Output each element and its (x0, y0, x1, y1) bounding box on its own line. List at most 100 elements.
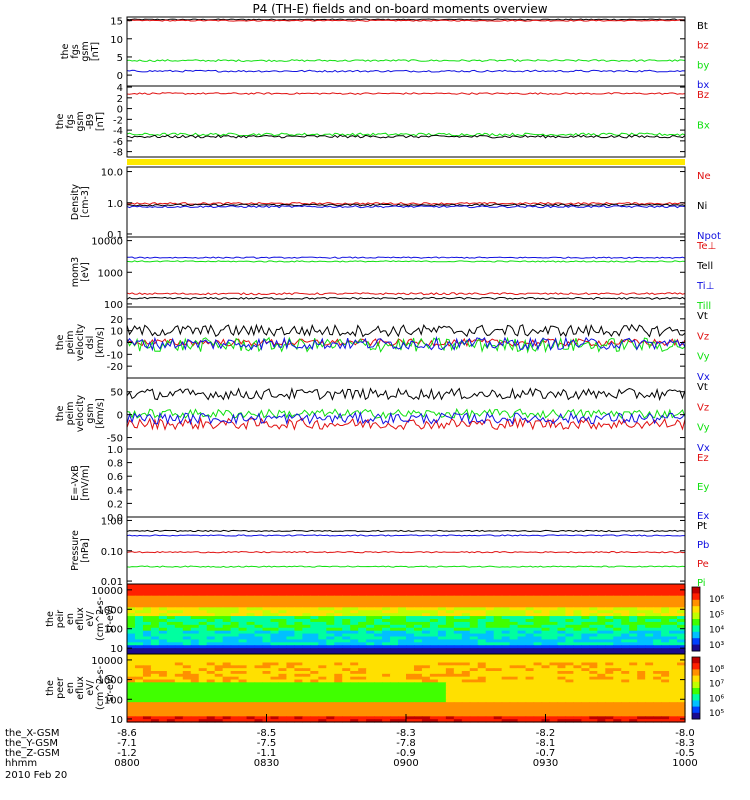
heatmap-cell (485, 702, 495, 706)
heatmap-cell (174, 613, 184, 617)
heatmap-cell (589, 690, 598, 695)
heatmap-cell (398, 598, 407, 603)
y-tick-label: 0.01 (101, 577, 123, 588)
heatmap-cell (302, 604, 311, 608)
heatmap-cell (310, 607, 319, 611)
heatmap-cell (669, 604, 678, 608)
heatmap-cell (294, 713, 303, 717)
heatmap-cell (230, 668, 240, 672)
heatmap-cell (661, 639, 670, 643)
heatmap-cell (501, 688, 511, 692)
heatmap-cell (613, 702, 622, 706)
heatmap-cell (158, 651, 168, 655)
heatmap-cell (342, 584, 351, 588)
heatmap-cell (629, 630, 638, 635)
heatmap-cell (222, 719, 232, 723)
heatmap-cell (286, 616, 295, 620)
heatmap-cell (302, 636, 311, 641)
heatmap-cell (398, 665, 407, 669)
heatmap-cell (493, 621, 503, 626)
heatmap-cell (150, 659, 160, 664)
heatmap-cell (390, 671, 399, 675)
heatmap-cell (557, 713, 567, 717)
heatmap-cell (533, 592, 543, 597)
colorbar-step (692, 633, 700, 637)
heatmap-cell (493, 705, 503, 709)
heatmap-cell (294, 613, 303, 617)
heatmap-cell (605, 719, 614, 723)
heatmap-cell (214, 685, 224, 689)
heatmap-cell (469, 604, 479, 608)
heatmap-cell (541, 648, 551, 652)
heatmap-cell (581, 601, 590, 606)
heatmap-cell (421, 633, 431, 638)
heatmap-cell (477, 633, 487, 638)
heatmap-cell (142, 656, 152, 661)
heatmap-cell (549, 662, 559, 666)
heatmap-cell (398, 607, 407, 611)
heatmap-cell (613, 598, 622, 603)
heatmap-cell (382, 645, 391, 649)
heatmap-cell (390, 630, 399, 635)
heatmap-cell (286, 639, 295, 643)
heatmap-cell (182, 671, 192, 675)
heatmap-cell (142, 607, 152, 611)
heatmap-cell (150, 642, 160, 646)
heatmap-cell (334, 589, 343, 594)
heatmap-cell (182, 624, 192, 629)
heatmap-cell (262, 654, 272, 658)
heatmap-cell (382, 630, 391, 635)
heatmap-cell (565, 624, 574, 629)
heatmap-cell (182, 662, 192, 666)
heatmap-cell (621, 589, 630, 594)
heatmap-cell (525, 592, 535, 597)
heatmap-cell (477, 699, 487, 703)
heatmap-cell (342, 710, 351, 715)
heatmap-cell (134, 627, 144, 632)
heatmap-cell (621, 624, 630, 629)
heatmap-cell (222, 636, 232, 641)
heatmap-cell (469, 636, 479, 641)
heatmap-cell (549, 613, 559, 617)
heatmap-cell (166, 636, 176, 641)
heatmap-cell (270, 651, 280, 655)
heatmap-cell (453, 719, 463, 723)
heatmap-cell (158, 627, 168, 632)
heatmap-cell (653, 719, 662, 723)
heatmap-cell (374, 690, 383, 695)
heatmap-cell (206, 659, 216, 664)
heatmap-cell (453, 716, 463, 720)
heatmap-cell (501, 665, 511, 669)
heatmap-cell (342, 630, 351, 635)
heatmap-cell (238, 679, 248, 683)
heatmap-cell (382, 607, 391, 611)
heatmap-cell (485, 665, 495, 669)
colorbar-step (692, 606, 700, 609)
heatmap-cell (485, 636, 495, 641)
heatmap-cell (382, 627, 391, 632)
heatmap-cell (366, 616, 375, 620)
heatmap-cell (533, 696, 543, 700)
heatmap-cell (661, 651, 670, 655)
heatmap-cell (445, 685, 455, 689)
heatmap-cell (485, 710, 495, 715)
heatmap-cell (366, 621, 375, 626)
heatmap-cell (525, 705, 535, 709)
heatmap-cell (278, 673, 288, 678)
heatmap-cell (366, 679, 375, 683)
heatmap-cell (421, 679, 431, 683)
y-tick-label: 15 (110, 17, 123, 28)
heatmap-cell (270, 601, 280, 606)
heatmap-cell (206, 671, 216, 675)
heatmap-cell (605, 693, 614, 698)
x-tick-label: 0830 (254, 758, 279, 769)
heatmap-cell (469, 630, 479, 635)
heatmap-cell (429, 604, 439, 608)
heatmap-cell (525, 627, 535, 632)
heatmap-cell (565, 616, 574, 620)
heatmap-cell (134, 584, 144, 588)
heatmap-cell (645, 616, 654, 620)
heatmap-cell (677, 679, 686, 683)
heatmap-cell (669, 685, 678, 689)
heatmap-cell (318, 616, 327, 620)
